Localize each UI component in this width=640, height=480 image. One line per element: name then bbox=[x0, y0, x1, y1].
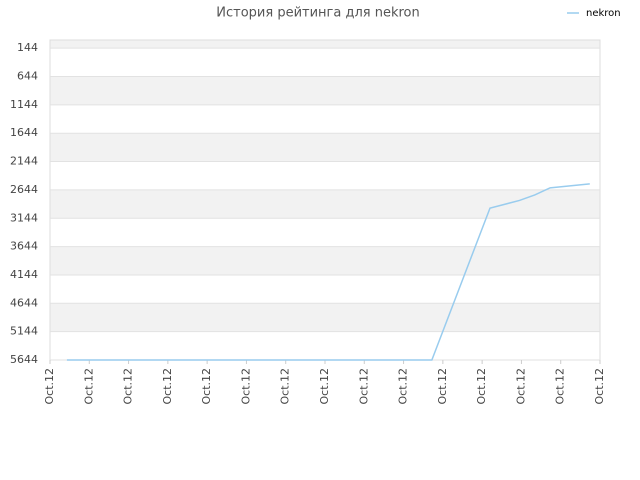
x-tick-label: Oct.12 bbox=[475, 368, 488, 405]
y-tick-label: 4644 bbox=[10, 296, 38, 309]
y-tick-label: 644 bbox=[17, 70, 38, 83]
legend-label: nekron bbox=[586, 8, 621, 19]
x-tick-label: Oct.12 bbox=[122, 368, 135, 405]
band bbox=[50, 133, 600, 162]
x-tick-label: Oct.12 bbox=[200, 368, 213, 405]
y-tick-label: 5144 bbox=[10, 325, 38, 338]
y-tick-label: 2144 bbox=[10, 155, 38, 168]
x-tick-label: Oct.12 bbox=[436, 368, 449, 405]
y-tick-label: 2644 bbox=[10, 183, 38, 196]
x-tick-label: Oct.12 bbox=[318, 368, 331, 405]
line bbox=[66, 183, 590, 361]
band bbox=[50, 40, 600, 49]
x-tick-label: Oct.12 bbox=[82, 368, 95, 405]
y-tick-label: 1644 bbox=[10, 126, 38, 139]
band bbox=[50, 76, 600, 105]
x-tick-label: Oct.12 bbox=[161, 368, 174, 405]
x-tick-label: Oct.12 bbox=[239, 368, 252, 405]
y-tick-label: 144 bbox=[17, 41, 38, 54]
x-tick-label: Oct.12 bbox=[554, 368, 567, 405]
x-tick-label: Oct.12 bbox=[514, 368, 527, 405]
y-tick-label: 5644 bbox=[10, 353, 38, 366]
chart-title: История рейтинга для nekron bbox=[216, 6, 419, 21]
x-tick-label: Oct.12 bbox=[279, 368, 292, 405]
x-tick-label: Oct.12 bbox=[43, 368, 56, 405]
y-tick-label: 3644 bbox=[10, 240, 38, 253]
y-tick-label: 1144 bbox=[10, 98, 38, 111]
x-tick-label: Oct.12 bbox=[397, 368, 410, 405]
x-tick-label: Oct.12 bbox=[593, 368, 606, 405]
y-tick-label: 3144 bbox=[10, 211, 38, 224]
band bbox=[50, 189, 600, 219]
band bbox=[50, 303, 600, 332]
x-tick-label: Oct.12 bbox=[357, 368, 370, 405]
y-tick-label: 4144 bbox=[10, 268, 38, 281]
band bbox=[50, 246, 600, 275]
